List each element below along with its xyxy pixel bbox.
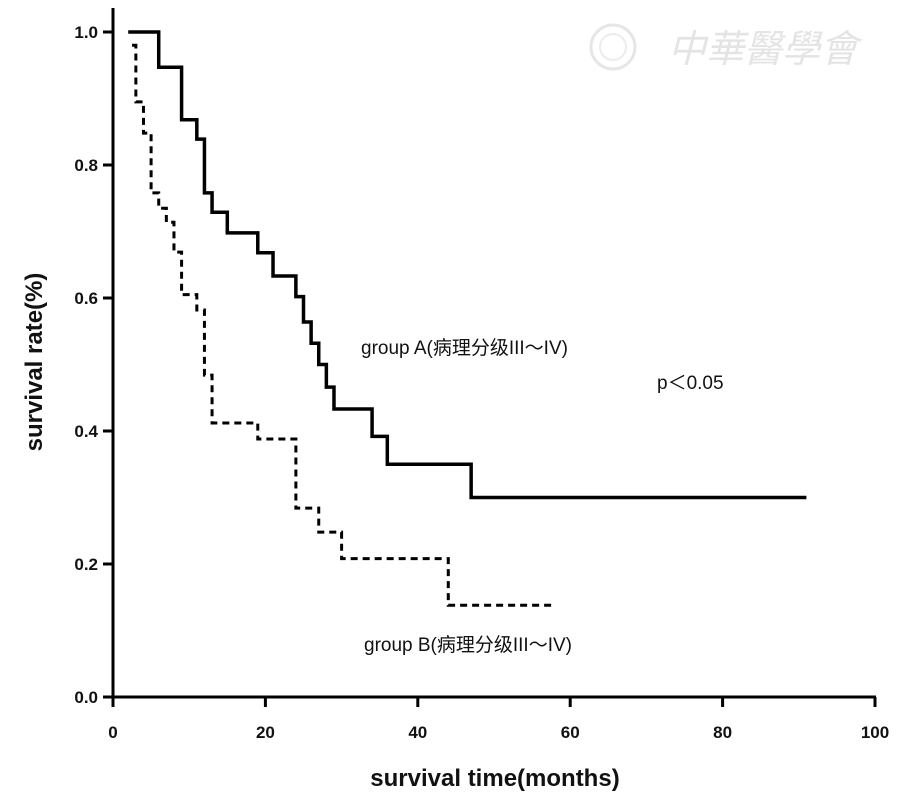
seal-icon <box>589 23 637 71</box>
x-tick-label: 0 <box>108 723 117 742</box>
x-tick-label: 60 <box>561 723 580 742</box>
annotation-p-value: p＜0.05 <box>657 373 724 394</box>
y-tick-label: 0.0 <box>74 688 98 707</box>
watermark-text: 中華醫學會 <box>668 27 863 71</box>
y-tick-label: 0.8 <box>74 156 98 175</box>
x-tick-label: 80 <box>713 723 732 742</box>
x-tick-label: 100 <box>861 723 889 742</box>
seal-inner-icon <box>599 33 627 61</box>
y-axis-label: survival rate(%) <box>21 273 48 452</box>
y-tick-label: 0.2 <box>74 555 98 574</box>
annotation-group-a: group A(病理分级III～IV) <box>361 337 568 359</box>
curves <box>128 30 807 607</box>
x-tick-label: 20 <box>256 723 275 742</box>
series-group-a-line <box>128 30 807 500</box>
y-tick-label: 0.6 <box>74 289 98 308</box>
y-tick-label: 1.0 <box>74 23 98 42</box>
x-axis-label: survival time(months) <box>370 765 619 792</box>
x-tick-label: 40 <box>408 723 427 742</box>
annotation-group-b: group B(病理分级III～IV) <box>364 634 572 656</box>
y-tick-label: 0.4 <box>74 422 98 441</box>
watermark: 中華醫學會 <box>589 23 863 71</box>
axes: 0 20 40 60 80 100 0.0 0.2 0.4 0.6 0.8 1.0 <box>74 8 889 742</box>
